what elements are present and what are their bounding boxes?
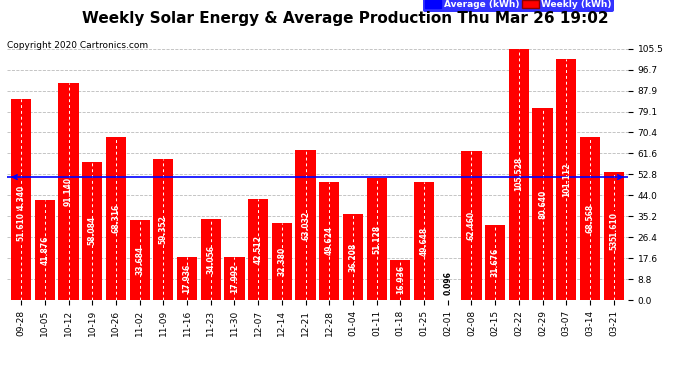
Bar: [59, 83, 79, 300]
Text: 101.112: 101.112: [562, 162, 571, 197]
Text: 51.128: 51.128: [372, 225, 381, 254]
Text: 68.316: 68.316: [111, 204, 121, 233]
Bar: [201, 219, 221, 300]
Bar: [272, 223, 292, 300]
Text: 33.684: 33.684: [135, 245, 144, 274]
Bar: [391, 260, 411, 300]
Bar: [604, 172, 624, 300]
Bar: [82, 162, 102, 300]
Text: 34.056: 34.056: [206, 245, 215, 274]
Text: 17.936: 17.936: [183, 264, 192, 293]
Bar: [556, 59, 576, 300]
Text: 49.624: 49.624: [325, 226, 334, 255]
Bar: [130, 220, 150, 300]
Bar: [34, 200, 55, 300]
Bar: [248, 199, 268, 300]
Text: Weekly Solar Energy & Average Production Thu Mar 26 19:02: Weekly Solar Energy & Average Production…: [81, 11, 609, 26]
Bar: [319, 182, 339, 300]
Text: 62.460: 62.460: [467, 211, 476, 240]
Text: 51.610: 51.610: [609, 212, 618, 241]
Legend: Average (kWh), Weekly (kWh): Average (kWh), Weekly (kWh): [423, 0, 614, 12]
Text: 53.840: 53.840: [609, 221, 618, 251]
Text: 58.084: 58.084: [88, 216, 97, 246]
Bar: [11, 99, 31, 300]
Text: 31.676: 31.676: [491, 248, 500, 277]
Bar: [177, 257, 197, 300]
Bar: [533, 108, 553, 300]
Bar: [580, 137, 600, 300]
Bar: [153, 159, 173, 300]
Text: 80.640: 80.640: [538, 189, 547, 219]
Bar: [343, 214, 363, 300]
Bar: [106, 137, 126, 300]
Bar: [224, 257, 244, 300]
Bar: [366, 178, 386, 300]
Bar: [509, 49, 529, 300]
Text: 49.648: 49.648: [420, 226, 428, 255]
Text: 16.936: 16.936: [396, 265, 405, 294]
Bar: [414, 182, 434, 300]
Text: 42.512: 42.512: [254, 235, 263, 264]
Text: 17.992: 17.992: [230, 264, 239, 293]
Bar: [295, 150, 315, 300]
Text: 51.610: 51.610: [17, 212, 26, 241]
Text: 105.528: 105.528: [514, 157, 524, 192]
Text: 68.568: 68.568: [586, 204, 595, 233]
Text: 41.876: 41.876: [40, 236, 49, 265]
Text: Copyright 2020 Cartronics.com: Copyright 2020 Cartronics.com: [7, 41, 148, 50]
Bar: [485, 225, 505, 300]
Text: 63.032: 63.032: [301, 210, 310, 240]
Text: 36.208: 36.208: [348, 242, 357, 272]
Bar: [462, 151, 482, 300]
Text: 0.096: 0.096: [443, 271, 452, 295]
Text: 59.352: 59.352: [159, 215, 168, 244]
Text: 32.380: 32.380: [277, 247, 286, 276]
Text: 84.340: 84.340: [17, 185, 26, 214]
Text: 91.140: 91.140: [64, 177, 73, 206]
